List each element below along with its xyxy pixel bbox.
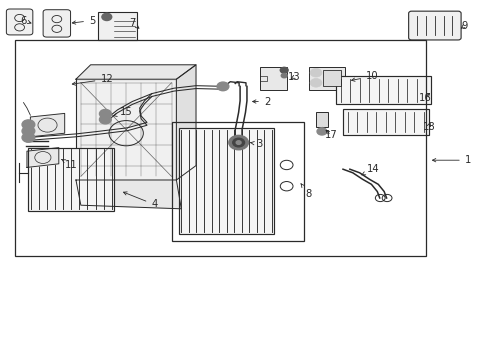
Text: 9: 9: [461, 21, 468, 31]
Circle shape: [233, 138, 245, 147]
Circle shape: [99, 115, 111, 124]
Text: 5: 5: [73, 15, 96, 26]
Text: 18: 18: [422, 122, 435, 132]
Text: 15: 15: [114, 107, 133, 117]
Bar: [336, 76, 431, 104]
Text: 14: 14: [362, 164, 380, 175]
Polygon shape: [76, 180, 181, 209]
Polygon shape: [27, 148, 59, 167]
Text: 3: 3: [251, 139, 263, 149]
Circle shape: [236, 141, 241, 144]
FancyBboxPatch shape: [43, 10, 71, 37]
Polygon shape: [76, 65, 196, 79]
Circle shape: [217, 82, 229, 91]
Bar: [179, 128, 274, 234]
Polygon shape: [30, 113, 65, 137]
Text: 4: 4: [123, 192, 157, 210]
Text: 8: 8: [301, 184, 312, 199]
Circle shape: [99, 109, 111, 118]
Text: 10: 10: [351, 71, 379, 81]
Bar: [98, 12, 137, 40]
FancyBboxPatch shape: [6, 9, 33, 35]
Circle shape: [22, 120, 35, 129]
Bar: [28, 148, 114, 211]
Circle shape: [102, 13, 112, 21]
Bar: [28, 148, 114, 211]
FancyBboxPatch shape: [409, 11, 461, 40]
Text: 17: 17: [325, 130, 338, 140]
Circle shape: [281, 73, 287, 78]
Circle shape: [229, 135, 248, 150]
Circle shape: [310, 68, 322, 77]
Bar: [172, 122, 304, 241]
Text: 12: 12: [73, 74, 113, 85]
Bar: [343, 109, 429, 135]
Bar: [15, 40, 426, 256]
Text: 6: 6: [20, 15, 31, 26]
Circle shape: [22, 126, 35, 136]
Text: 13: 13: [288, 72, 300, 82]
Text: 11: 11: [62, 159, 77, 170]
Bar: [179, 128, 274, 234]
Bar: [309, 67, 345, 90]
Circle shape: [280, 67, 288, 73]
Bar: [76, 79, 176, 180]
Circle shape: [317, 128, 327, 135]
Text: 7: 7: [129, 18, 139, 28]
Text: 2: 2: [253, 96, 270, 107]
Bar: [323, 70, 341, 86]
Bar: [260, 67, 287, 90]
Text: 1: 1: [433, 155, 471, 165]
Bar: [316, 112, 328, 127]
Polygon shape: [176, 65, 196, 180]
Circle shape: [310, 78, 322, 87]
Circle shape: [22, 133, 35, 142]
Text: 16: 16: [419, 93, 432, 103]
